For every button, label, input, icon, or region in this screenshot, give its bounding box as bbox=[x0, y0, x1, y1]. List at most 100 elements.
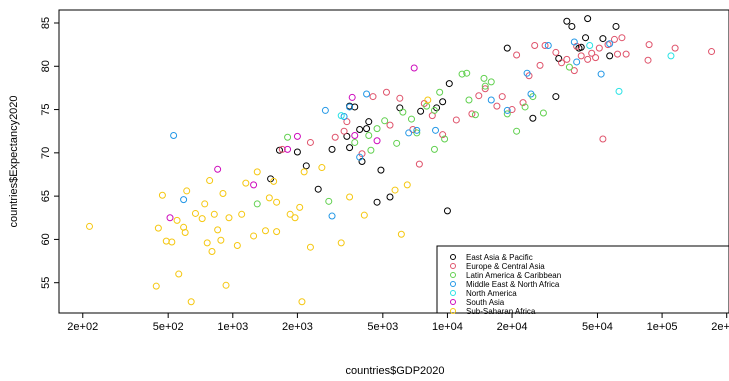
data-point bbox=[568, 22, 576, 30]
data-point bbox=[293, 148, 301, 156]
data-point bbox=[253, 168, 261, 176]
data-point bbox=[588, 49, 596, 57]
data-point bbox=[552, 48, 560, 56]
data-point bbox=[498, 93, 506, 101]
x-axis-label: countries$GDP2020 bbox=[345, 365, 444, 377]
y-tick-label: 70 bbox=[40, 147, 52, 159]
data-point bbox=[222, 281, 230, 289]
data-point bbox=[337, 239, 345, 247]
data-point bbox=[463, 69, 471, 77]
data-point bbox=[417, 107, 425, 115]
data-point bbox=[86, 222, 94, 230]
data-point bbox=[558, 59, 566, 67]
data-point bbox=[253, 200, 261, 208]
data-point bbox=[614, 50, 622, 58]
data-point bbox=[584, 55, 592, 63]
data-point bbox=[471, 111, 479, 119]
data-point bbox=[527, 90, 535, 98]
x-tick-label: 5e+02 bbox=[153, 321, 184, 333]
data-point bbox=[381, 117, 389, 125]
data-point bbox=[410, 64, 418, 72]
data-point bbox=[606, 52, 614, 60]
data-point bbox=[503, 110, 511, 118]
data-point bbox=[284, 145, 292, 153]
data-point bbox=[582, 34, 590, 42]
data-point bbox=[318, 164, 326, 172]
data-point bbox=[481, 85, 489, 93]
data-point bbox=[443, 207, 451, 215]
data-point bbox=[584, 15, 592, 23]
y-axis-label: countries$Expectancy2020 bbox=[8, 95, 20, 227]
data-point bbox=[346, 144, 354, 152]
legend-entry: South Asia bbox=[466, 298, 505, 307]
data-point bbox=[565, 63, 573, 71]
legend-marker bbox=[450, 281, 456, 287]
data-point bbox=[475, 92, 483, 100]
points-layer bbox=[86, 15, 716, 306]
data-point bbox=[363, 90, 371, 98]
data-point bbox=[278, 145, 286, 153]
data-point bbox=[273, 198, 281, 206]
legend-entry: East Asia & Pacific bbox=[466, 253, 533, 262]
data-point bbox=[403, 181, 411, 189]
data-point bbox=[242, 179, 250, 187]
data-point bbox=[397, 230, 405, 238]
data-point bbox=[595, 44, 603, 52]
data-point bbox=[415, 160, 423, 168]
data-point bbox=[291, 214, 299, 222]
data-point bbox=[261, 227, 269, 235]
data-point bbox=[233, 241, 241, 249]
data-point bbox=[552, 93, 560, 101]
data-point bbox=[356, 125, 364, 133]
x-tick-label: 5e+04 bbox=[582, 321, 613, 333]
data-point bbox=[203, 239, 211, 247]
data-point bbox=[523, 69, 531, 77]
data-point bbox=[154, 224, 162, 232]
legend-marker bbox=[450, 254, 456, 260]
data-point bbox=[513, 51, 521, 59]
data-point bbox=[592, 54, 600, 62]
data-point bbox=[544, 41, 552, 49]
data-point bbox=[615, 87, 623, 95]
data-point bbox=[441, 135, 449, 143]
data-point bbox=[373, 125, 381, 133]
data-point bbox=[373, 198, 381, 206]
data-point bbox=[273, 228, 281, 236]
data-point bbox=[570, 38, 578, 46]
data-point bbox=[708, 48, 716, 56]
data-point bbox=[275, 146, 283, 154]
legend-entry: Middle East & North Africa bbox=[466, 280, 560, 289]
data-point bbox=[413, 129, 421, 137]
data-point bbox=[671, 44, 679, 52]
data-point bbox=[424, 96, 432, 104]
data-point bbox=[503, 106, 511, 114]
data-point bbox=[343, 132, 351, 140]
data-point bbox=[152, 282, 160, 290]
data-point bbox=[577, 52, 585, 60]
data-point bbox=[452, 116, 460, 124]
y-tick-label: 65 bbox=[40, 190, 52, 202]
data-point bbox=[365, 132, 373, 140]
data-point bbox=[351, 138, 359, 146]
data-point bbox=[645, 41, 653, 49]
legend-entry: North America bbox=[466, 289, 517, 298]
data-point bbox=[214, 165, 222, 173]
data-point bbox=[306, 138, 314, 146]
legend-box bbox=[436, 245, 729, 314]
data-point bbox=[346, 193, 354, 201]
data-point bbox=[331, 133, 339, 141]
data-point bbox=[439, 98, 447, 106]
data-point bbox=[536, 61, 544, 69]
data-point bbox=[430, 106, 438, 114]
data-point bbox=[573, 58, 581, 66]
legend-entry: Latin America & Caribbean bbox=[466, 271, 561, 280]
data-point bbox=[173, 216, 181, 224]
data-point bbox=[432, 126, 440, 134]
data-point bbox=[487, 78, 495, 86]
data-point bbox=[180, 196, 188, 204]
data-point bbox=[348, 93, 356, 101]
data-point bbox=[343, 118, 351, 126]
data-point bbox=[367, 146, 375, 154]
data-point bbox=[168, 238, 176, 246]
